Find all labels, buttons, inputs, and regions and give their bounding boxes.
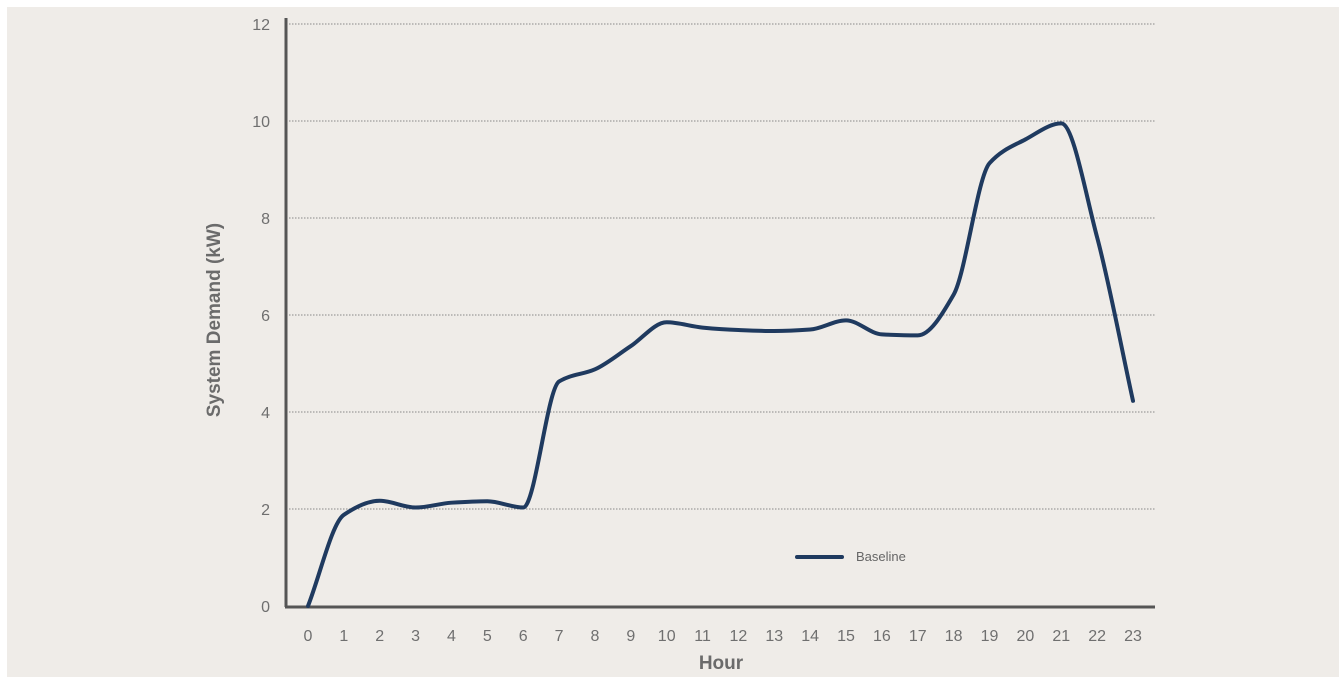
x-tick-label: 17 — [909, 628, 927, 645]
chart-background — [7, 7, 1339, 677]
x-tick-label: 15 — [837, 628, 855, 645]
y-tick-labels: 0 2 4 6 8 10 12 — [252, 17, 270, 616]
x-tick-label: 6 — [519, 628, 528, 645]
x-tick-label: 3 — [411, 628, 420, 645]
x-tick-label: 9 — [626, 628, 635, 645]
y-tick-label: 8 — [261, 211, 270, 228]
x-tick-label: 7 — [555, 628, 564, 645]
axes-layer — [284, 18, 1155, 609]
y-tick-label: 0 — [261, 599, 270, 616]
x-tick-label: 21 — [1052, 628, 1070, 645]
x-tick-label: 11 — [694, 628, 711, 645]
x-tick-label: 14 — [801, 628, 819, 645]
y-tick-label: 2 — [261, 502, 270, 519]
x-tick-label: 12 — [730, 628, 748, 645]
x-tick-label: 4 — [447, 628, 456, 645]
x-tick-label: 13 — [765, 628, 783, 645]
y-tick-label: 6 — [261, 308, 270, 325]
y-axis-title: System Demand (kW) — [204, 223, 225, 417]
x-tick-label: 0 — [304, 628, 313, 645]
y-tick-label: 12 — [252, 17, 270, 34]
y-tick-label: 4 — [261, 405, 270, 422]
x-tick-label: 20 — [1016, 628, 1034, 645]
series-line-baseline — [306, 121, 1135, 608]
x-tick-label: 5 — [483, 628, 492, 645]
legend-label-baseline: Baseline — [856, 549, 906, 564]
x-axis-title: Hour — [699, 653, 744, 674]
x-tick-labels: 0 1 2 3 4 5 6 7 8 9 10 11 12 13 14 15 16 17 18 19 20 21 22 23 — [304, 628, 1142, 645]
series-layer — [306, 121, 1135, 608]
x-tick-label: 18 — [945, 628, 963, 645]
x-tick-label: 2 — [375, 628, 384, 645]
x-tick-label: 16 — [873, 628, 891, 645]
x-tick-label: 23 — [1124, 628, 1142, 645]
x-tick-label: 1 — [339, 628, 348, 645]
y-tick-label: 10 — [252, 114, 270, 131]
x-tick-label: 22 — [1088, 628, 1106, 645]
x-tick-label: 8 — [591, 628, 600, 645]
x-tick-label: 10 — [658, 628, 676, 645]
x-tick-label: 19 — [981, 628, 999, 645]
legend: Baseline — [795, 549, 906, 564]
grid-layer — [286, 23, 1155, 510]
